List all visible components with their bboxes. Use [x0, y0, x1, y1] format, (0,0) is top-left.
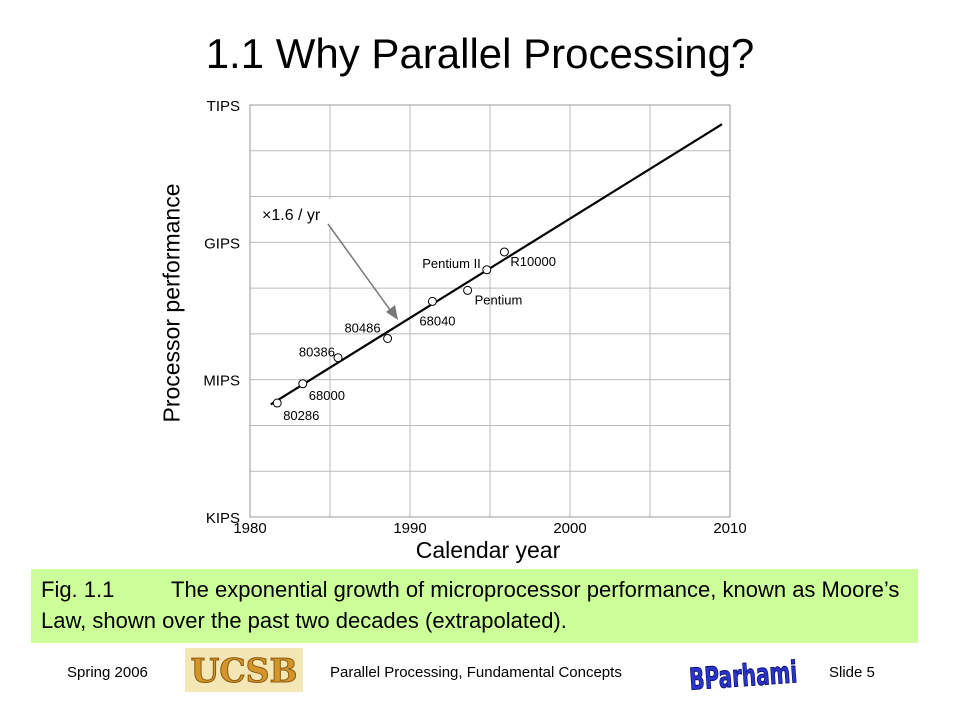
data-point — [272, 398, 282, 408]
x-tick-label: 1990 — [393, 520, 426, 537]
y-tick-label: MIPS — [203, 373, 240, 390]
annotation-box — [257, 199, 333, 227]
x-tick-label: 2000 — [553, 520, 586, 537]
data-point — [333, 353, 343, 363]
caption-figure-number: Fig. 1.1 — [41, 577, 115, 602]
data-point-label: 68000 — [309, 388, 345, 403]
data-point — [482, 265, 492, 275]
trend-line — [270, 123, 723, 406]
x-axis-title: Calendar year — [415, 537, 561, 563]
y-tick-label: GIPS — [204, 235, 240, 252]
slide-title: 1.1 Why Parallel Processing? — [205, 30, 755, 77]
svg-text:UCSB: UCSB — [191, 651, 298, 690]
data-point-label: Pentium II — [422, 256, 481, 271]
growth-rate-annotation: ×1.6 / yr — [262, 207, 321, 224]
y-tick-label: KIPS — [206, 510, 240, 527]
data-point-label: 80286 — [283, 408, 319, 423]
data-point-label: 80486 — [344, 320, 380, 335]
footer-date: Spring 2006 — [67, 664, 148, 681]
y-tick-label: TIPS — [207, 98, 240, 115]
chart-grid — [250, 105, 730, 517]
data-point — [463, 285, 473, 295]
annotation-arrow-line — [327, 223, 394, 315]
caption-text: The exponential growth of microprocessor… — [41, 577, 900, 633]
x-tick-label: 1980 — [233, 520, 266, 537]
data-point-label: 68040 — [419, 313, 455, 328]
data-point — [427, 296, 437, 306]
data-point-label: R10000 — [510, 254, 556, 269]
author-signature-logo: BParhami — [688, 655, 799, 698]
data-point — [499, 247, 509, 257]
data-point-label: 80386 — [299, 345, 335, 360]
annotation-arrow-head — [386, 305, 398, 320]
data-point — [383, 333, 393, 343]
x-tick-label: 2010 — [713, 520, 746, 537]
data-point-label: Pentium — [475, 292, 523, 307]
plot-frame — [249, 104, 731, 518]
footer-course-title: Parallel Processing, Fundamental Concept… — [330, 664, 622, 681]
data-point — [298, 379, 308, 389]
y-axis-title: Processor performance — [158, 183, 185, 423]
figure-caption: Fig. 1.1 The exponential growth of microp… — [31, 569, 918, 643]
svg-text:BParhami: BParhami — [688, 655, 798, 697]
footer-slide-number: Slide 5 — [829, 664, 875, 681]
ucsb-logo: UCSB — [185, 648, 303, 692]
